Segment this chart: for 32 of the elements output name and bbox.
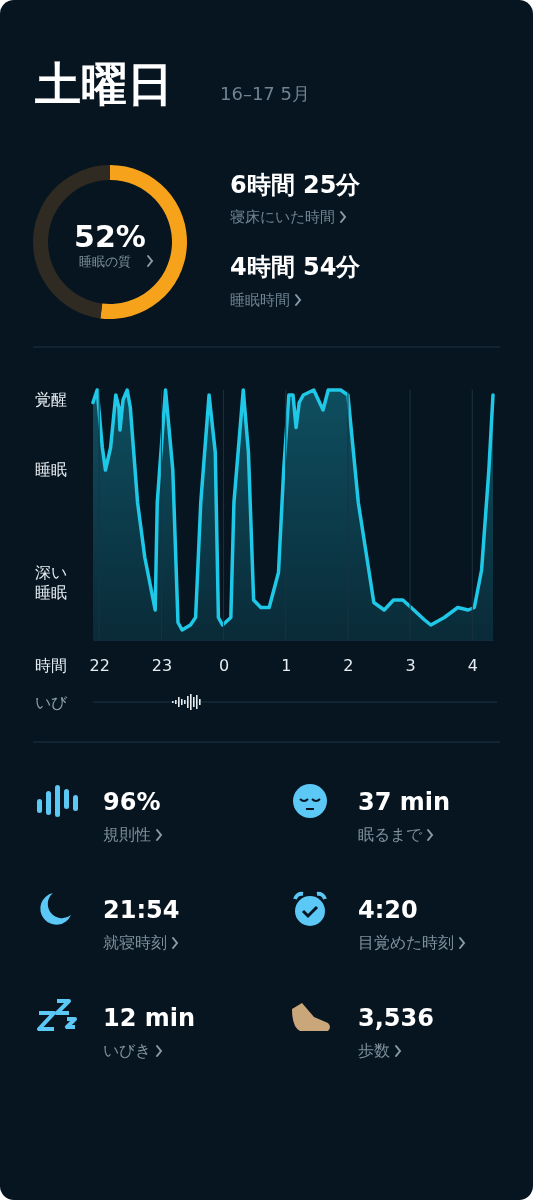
text: 規則性 bbox=[103, 825, 151, 844]
text: 歩数 bbox=[358, 1041, 390, 1060]
text: 4:20 bbox=[358, 896, 418, 924]
text: 睡眠時間 bbox=[230, 291, 290, 309]
x-axis-title: 時間 bbox=[35, 656, 67, 675]
text: いびき bbox=[103, 1041, 151, 1060]
text: 覚醒 bbox=[35, 390, 67, 409]
data-label: 52% bbox=[74, 219, 146, 254]
text: 37 min bbox=[358, 788, 451, 816]
text: 深い睡眠 bbox=[35, 563, 67, 602]
x-tick-label: 22 bbox=[89, 656, 110, 676]
text: 寝床にいた時間 bbox=[230, 208, 335, 226]
x-tick-label: 2 bbox=[343, 656, 354, 676]
x-tick-label: 1 bbox=[281, 656, 292, 676]
text: 4時間 54分 bbox=[230, 253, 362, 281]
chart-title: 土曜日 bbox=[35, 57, 173, 111]
text: 眠るまで bbox=[358, 825, 423, 844]
x-tick-label: 4 bbox=[467, 656, 478, 676]
text: 就寝時刻 bbox=[103, 933, 167, 952]
x-tick-label: 23 bbox=[151, 656, 173, 676]
text: 睡眠 bbox=[35, 460, 67, 479]
text: 6時間 25分 bbox=[230, 171, 362, 199]
text: 3,536 bbox=[358, 1004, 434, 1032]
text: 16–17 5月 bbox=[220, 83, 310, 104]
x-tick-label: 3 bbox=[405, 656, 416, 676]
text: 目覚めた時刻 bbox=[358, 933, 454, 952]
text: いび bbox=[35, 693, 68, 712]
x-tick-label: 0 bbox=[218, 656, 230, 676]
text: 睡眠の質 bbox=[79, 254, 131, 269]
text: 96% bbox=[103, 788, 161, 816]
text: 12 min bbox=[103, 1004, 196, 1032]
text: 21:54 bbox=[103, 896, 180, 924]
